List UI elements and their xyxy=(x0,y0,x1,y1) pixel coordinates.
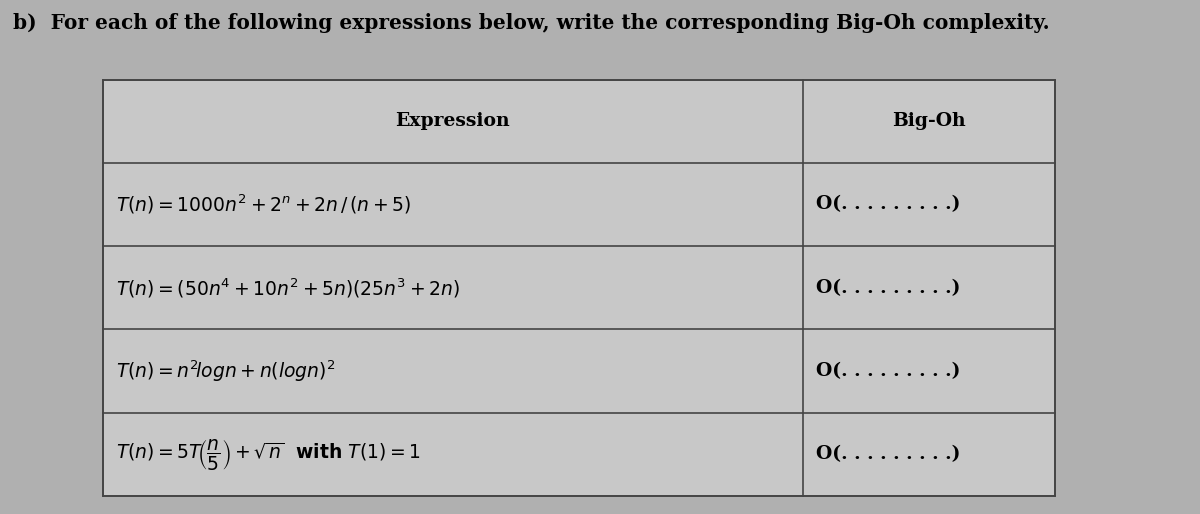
Text: O(. . . . . . . . .): O(. . . . . . . . .) xyxy=(816,195,960,214)
Bar xyxy=(103,80,1055,496)
Text: Big-Oh: Big-Oh xyxy=(892,112,966,131)
Text: b)  For each of the following expressions below, write the corresponding Big-Oh : b) For each of the following expressions… xyxy=(13,13,1050,33)
Text: O(. . . . . . . . .): O(. . . . . . . . .) xyxy=(816,279,960,297)
Text: $T(n) = 1000n^2 + 2^n + 2n\,/\,(n + 5)$: $T(n) = 1000n^2 + 2^n + 2n\,/\,(n + 5)$ xyxy=(115,193,412,216)
Text: $T(n) = (50n^4 + 10n^2 + 5n)(25n^3 + 2n)$: $T(n) = (50n^4 + 10n^2 + 5n)(25n^3 + 2n)… xyxy=(115,276,460,300)
Text: O(. . . . . . . . .): O(. . . . . . . . .) xyxy=(816,445,960,464)
Text: O(. . . . . . . . .): O(. . . . . . . . .) xyxy=(816,362,960,380)
Text: $T(n) = n^2\!logn + n(logn)^2$: $T(n) = n^2\!logn + n(logn)^2$ xyxy=(115,358,335,384)
Text: $T(n) = 5T\!\left(\dfrac{n}{5}\right) + \sqrt{n}$  with $T(1) = 1$: $T(n) = 5T\!\left(\dfrac{n}{5}\right) + … xyxy=(115,437,421,472)
Text: Expression: Expression xyxy=(396,112,510,131)
